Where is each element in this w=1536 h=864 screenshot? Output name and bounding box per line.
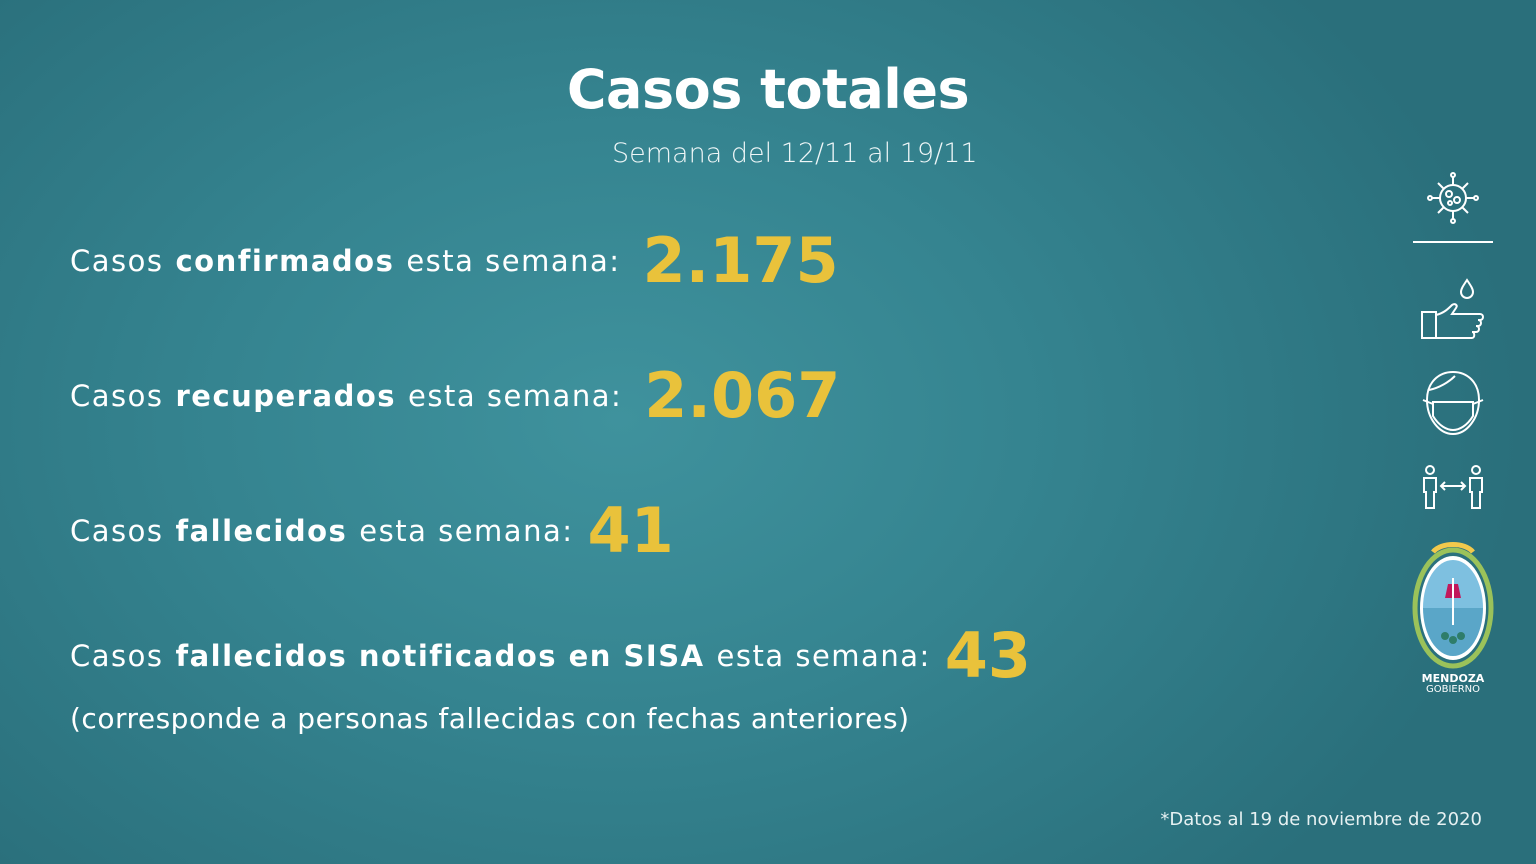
prefix: Casos bbox=[70, 378, 164, 413]
prefix: Casos bbox=[70, 638, 164, 673]
note: (corresponde a personas fallecidas con f… bbox=[70, 702, 910, 735]
keyword: fallecidos notificados en SISA bbox=[175, 638, 705, 673]
value: 2.067 bbox=[644, 359, 841, 432]
suffix: esta semana: bbox=[716, 638, 931, 673]
logo-line1: MENDOZA bbox=[1421, 672, 1485, 685]
subtitle: Semana del 12/11 al 19/11 bbox=[612, 138, 978, 169]
stat-row: Casos confirmados esta semana: 2.175 bbox=[70, 224, 839, 297]
icon-column bbox=[1412, 172, 1494, 669]
title: Casos totales bbox=[566, 58, 970, 121]
prefix: Casos bbox=[70, 243, 164, 278]
suffix: esta semana: bbox=[406, 243, 621, 278]
prefix: Casos bbox=[70, 513, 164, 548]
keyword: recuperados bbox=[175, 378, 397, 413]
mask-icon bbox=[1422, 370, 1484, 436]
stat-row: Casos fallecidos notificados en SISA esta … bbox=[70, 619, 1031, 692]
keyword: confirmados bbox=[175, 243, 395, 278]
handwash-icon bbox=[1421, 278, 1484, 339]
logo-line2: GOBIERNO bbox=[1425, 684, 1481, 695]
mendoza-coat-of-arms bbox=[1412, 542, 1494, 669]
value: 2.175 bbox=[642, 224, 839, 297]
value: 43 bbox=[944, 619, 1032, 692]
stat-row: Casos recuperados esta semana: 2.067 bbox=[70, 359, 840, 432]
keyword: fallecidos bbox=[175, 513, 348, 548]
virus-icon bbox=[1427, 172, 1479, 224]
distance-icon bbox=[1423, 465, 1483, 509]
suffix: esta semana: bbox=[359, 513, 574, 548]
value: 41 bbox=[587, 494, 674, 567]
footnote: *Datos al 19 de noviembre de 2020 bbox=[1160, 809, 1482, 830]
suffix: esta semana: bbox=[408, 378, 623, 413]
stat-row: Casos fallecidos esta semana: 41 bbox=[70, 494, 674, 567]
